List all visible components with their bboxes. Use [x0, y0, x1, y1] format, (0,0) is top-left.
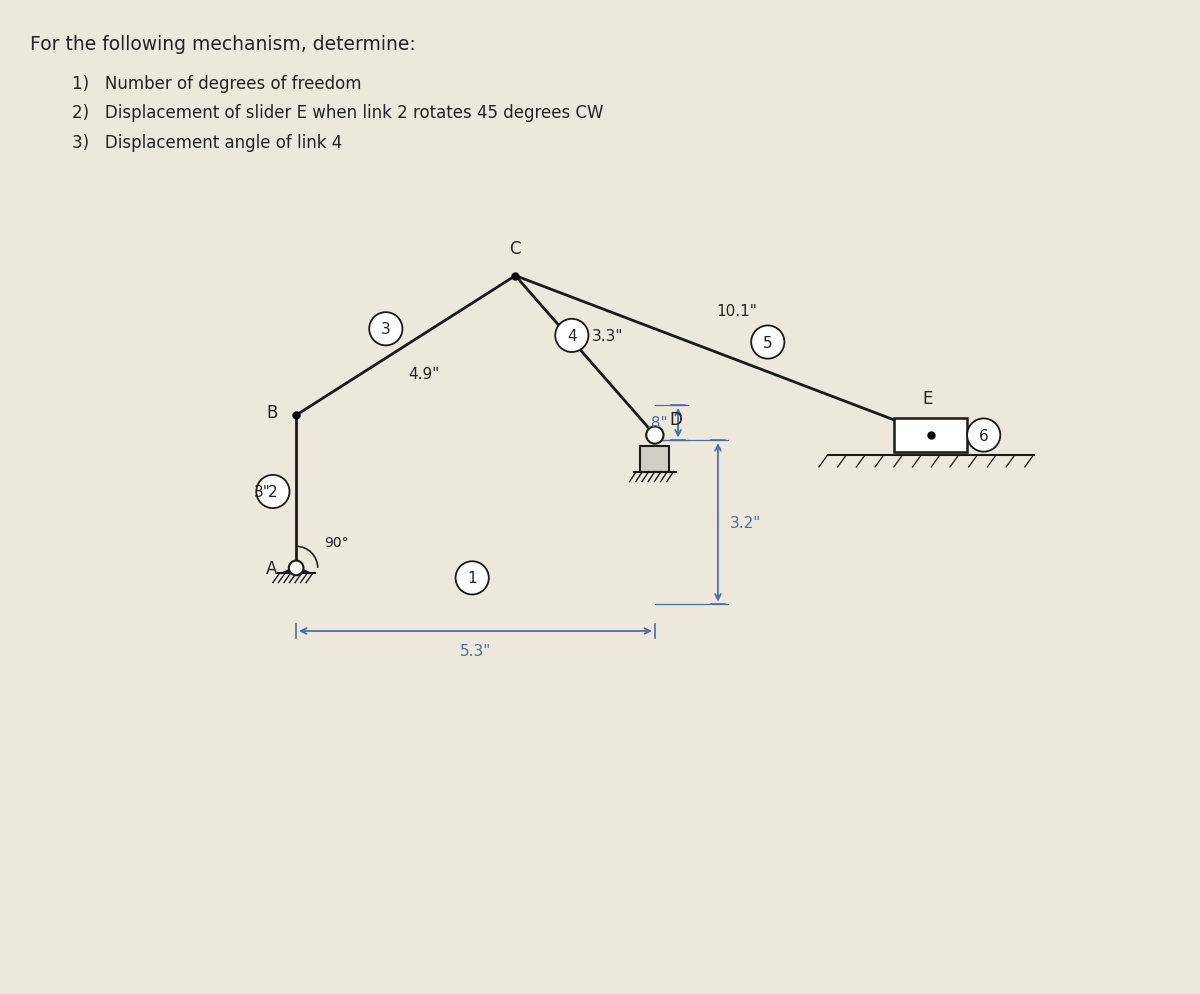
- Circle shape: [289, 561, 304, 576]
- Text: 5.3": 5.3": [460, 643, 491, 658]
- Circle shape: [751, 326, 785, 359]
- Text: .8": .8": [647, 415, 668, 430]
- Text: 3: 3: [380, 322, 391, 337]
- Text: For the following mechanism, determine:: For the following mechanism, determine:: [30, 35, 415, 54]
- Text: E: E: [922, 390, 932, 408]
- Text: 90°: 90°: [324, 536, 349, 550]
- Text: B: B: [266, 404, 277, 421]
- Text: 6: 6: [979, 428, 989, 443]
- Circle shape: [556, 319, 588, 353]
- Circle shape: [257, 475, 289, 509]
- Text: A: A: [266, 560, 277, 578]
- Text: C: C: [510, 240, 521, 257]
- Circle shape: [647, 427, 664, 444]
- Text: 5: 5: [763, 335, 773, 350]
- Text: 4.9": 4.9": [408, 367, 439, 382]
- Text: 4: 4: [568, 329, 577, 344]
- Text: 3)   Displacement angle of link 4: 3) Displacement angle of link 4: [72, 134, 342, 152]
- Polygon shape: [282, 567, 311, 574]
- Circle shape: [456, 562, 488, 594]
- Bar: [641, 447, 670, 472]
- Circle shape: [967, 419, 1001, 452]
- Text: 2)   Displacement of slider E when link 2 rotates 45 degrees CW: 2) Displacement of slider E when link 2 …: [72, 104, 604, 122]
- Text: 3.3": 3.3": [592, 329, 623, 344]
- Text: D: D: [670, 411, 683, 429]
- Bar: [894, 418, 967, 453]
- Text: 1: 1: [467, 571, 476, 585]
- Text: 3": 3": [254, 484, 271, 500]
- Circle shape: [370, 313, 402, 346]
- Text: 10.1": 10.1": [716, 303, 757, 318]
- Text: 1)   Number of degrees of freedom: 1) Number of degrees of freedom: [72, 75, 361, 92]
- Text: 2: 2: [268, 484, 277, 500]
- Text: 3.2": 3.2": [730, 515, 761, 531]
